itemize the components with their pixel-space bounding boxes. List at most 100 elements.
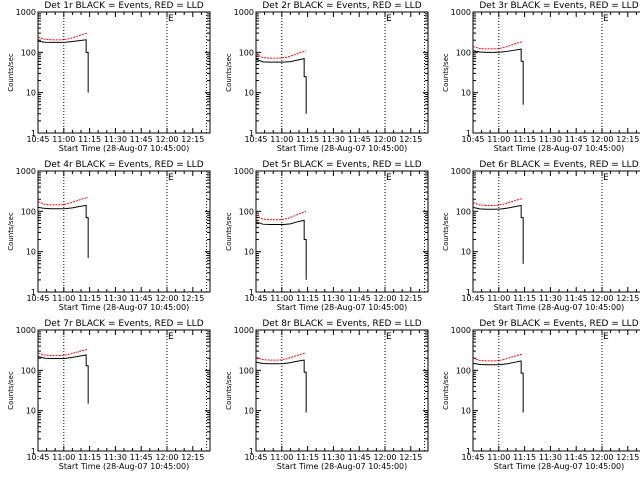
events-series-line xyxy=(255,359,307,413)
detector-panel-1: Det 1r BLACK = Events, RED = LLD E 1 10 100 1… xyxy=(7,1,211,153)
x-tick-label: 11:15 xyxy=(78,294,101,303)
x-tick-label: 10:45 xyxy=(26,294,49,303)
y-axis-label: Counts/sec xyxy=(442,371,450,410)
detector-panel-8: Det 8r BLACK = Events, RED = LLD E 1 10 100 1… xyxy=(225,319,429,471)
x-tick-label: 12:00 xyxy=(155,453,178,462)
x-tick-label: 11:30 xyxy=(539,135,562,144)
lld-series-line xyxy=(472,41,524,50)
marker-label: E xyxy=(386,332,392,342)
x-tick-label: 11:45 xyxy=(130,135,153,144)
x-tick-label: 10:45 xyxy=(26,453,49,462)
x-tick-label: 11:45 xyxy=(565,294,588,303)
y-tick-label: 1 xyxy=(466,288,471,297)
y-axis-label: Counts/sec xyxy=(442,53,450,92)
x-tick-label: 11:30 xyxy=(539,453,562,462)
x-tick-label: 11:15 xyxy=(78,453,101,462)
y-tick-label: 10 xyxy=(461,248,471,257)
lld-series-line xyxy=(255,352,307,361)
y-tick-label: 100 xyxy=(21,207,36,216)
plot-frame xyxy=(472,170,640,293)
y-tick-label: 10 xyxy=(461,89,471,98)
x-tick-label: 12:15 xyxy=(181,294,204,303)
y-tick-label: 100 xyxy=(21,366,36,375)
events-series-line xyxy=(472,204,524,264)
x-tick-label: 11:15 xyxy=(78,135,101,144)
y-tick-label: 1000 xyxy=(16,326,36,335)
x-tick-label: 12:00 xyxy=(155,135,178,144)
x-axis-label: Start Time (28-Aug-07 10:45:00) xyxy=(277,144,408,153)
detector-panel-2: Det 2r BLACK = Events, RED = LLD E 1 10 100 1… xyxy=(225,1,429,153)
x-tick-label: 11:45 xyxy=(565,453,588,462)
marker-label: E xyxy=(168,173,174,183)
x-tick-label: 12:15 xyxy=(399,294,422,303)
y-axis-label: Counts/sec xyxy=(225,53,233,92)
y-tick-label: 100 xyxy=(456,366,471,375)
panel-title: Det 8r BLACK = Events, RED = LLD xyxy=(262,319,421,329)
detector-panel-9: Det 9r BLACK = Events, RED = LLD E 1 10 100 1… xyxy=(442,319,640,471)
panel-title: Det 5r BLACK = Events, RED = LLD xyxy=(262,160,421,170)
x-tick-label: 11:15 xyxy=(296,453,319,462)
marker-label: E xyxy=(386,173,392,183)
x-tick-label: 11:30 xyxy=(104,453,127,462)
lld-series-line xyxy=(37,197,89,206)
y-axis-label: Counts/sec xyxy=(7,53,15,92)
y-axis-label: Counts/sec xyxy=(7,212,15,251)
x-tick-label: 11:30 xyxy=(539,294,562,303)
x-tick-label: 12:00 xyxy=(590,294,613,303)
x-tick-label: 11:15 xyxy=(296,135,319,144)
panel-title: Det 6r BLACK = Events, RED = LLD xyxy=(479,160,638,170)
y-tick-label: 100 xyxy=(239,207,254,216)
events-series-line xyxy=(37,354,89,404)
x-tick-label: 12:15 xyxy=(399,453,422,462)
x-axis-label: Start Time (28-Aug-07 10:45:00) xyxy=(59,303,190,312)
y-tick-label: 1000 xyxy=(451,326,471,335)
marker-label: E xyxy=(603,173,609,183)
y-tick-label: 1000 xyxy=(16,167,36,176)
x-tick-label: 11:15 xyxy=(296,294,319,303)
y-tick-label: 1 xyxy=(249,447,254,456)
y-tick-label: 1000 xyxy=(16,8,36,17)
x-tick-label: 11:00 xyxy=(52,294,75,303)
x-tick-label: 12:00 xyxy=(155,294,178,303)
x-tick-label: 11:00 xyxy=(487,453,510,462)
y-tick-label: 10 xyxy=(244,248,254,257)
y-tick-label: 100 xyxy=(456,48,471,57)
x-tick-label: 10:45 xyxy=(26,135,49,144)
y-tick-label: 1000 xyxy=(451,167,471,176)
x-tick-label: 11:00 xyxy=(52,453,75,462)
y-tick-label: 10 xyxy=(244,407,254,416)
x-tick-label: 11:00 xyxy=(270,135,293,144)
x-axis-label: Start Time (28-Aug-07 10:45:00) xyxy=(277,303,408,312)
x-axis-label: Start Time (28-Aug-07 10:45:00) xyxy=(494,462,625,471)
x-tick-label: 11:15 xyxy=(513,453,536,462)
x-tick-label: 12:15 xyxy=(399,135,422,144)
y-tick-label: 10 xyxy=(461,407,471,416)
x-tick-label: 12:15 xyxy=(616,135,639,144)
x-axis-label: Start Time (28-Aug-07 10:45:00) xyxy=(59,462,190,471)
x-tick-label: 10:45 xyxy=(461,453,484,462)
events-series-line xyxy=(255,57,307,114)
panel-title: Det 2r BLACK = Events, RED = LLD xyxy=(262,1,421,11)
marker-label: E xyxy=(168,332,174,342)
x-tick-label: 11:00 xyxy=(270,453,293,462)
x-tick-label: 11:00 xyxy=(487,294,510,303)
x-tick-label: 11:00 xyxy=(487,135,510,144)
x-tick-label: 12:00 xyxy=(373,294,396,303)
lld-series-line xyxy=(472,353,524,362)
lld-series-line xyxy=(37,348,88,357)
detector-panel-4: Det 4r BLACK = Events, RED = LLD E 1 10 100 1… xyxy=(7,160,211,312)
y-axis-label: Counts/sec xyxy=(7,371,15,410)
y-axis-label: Counts/sec xyxy=(225,371,233,410)
marker-label: E xyxy=(603,14,609,24)
y-tick-label: 10 xyxy=(244,89,254,98)
x-tick-label: 11:30 xyxy=(322,294,345,303)
lld-series-line xyxy=(37,32,88,41)
lld-series-line xyxy=(255,50,307,59)
detector-panel-5: Det 5r BLACK = Events, RED = LLD E 1 10 100 1… xyxy=(225,160,429,312)
y-tick-label: 1000 xyxy=(234,8,254,17)
lld-series-line xyxy=(255,210,307,221)
x-tick-label: 10:45 xyxy=(244,135,267,144)
x-tick-label: 12:00 xyxy=(590,135,613,144)
events-series-line xyxy=(37,39,89,93)
